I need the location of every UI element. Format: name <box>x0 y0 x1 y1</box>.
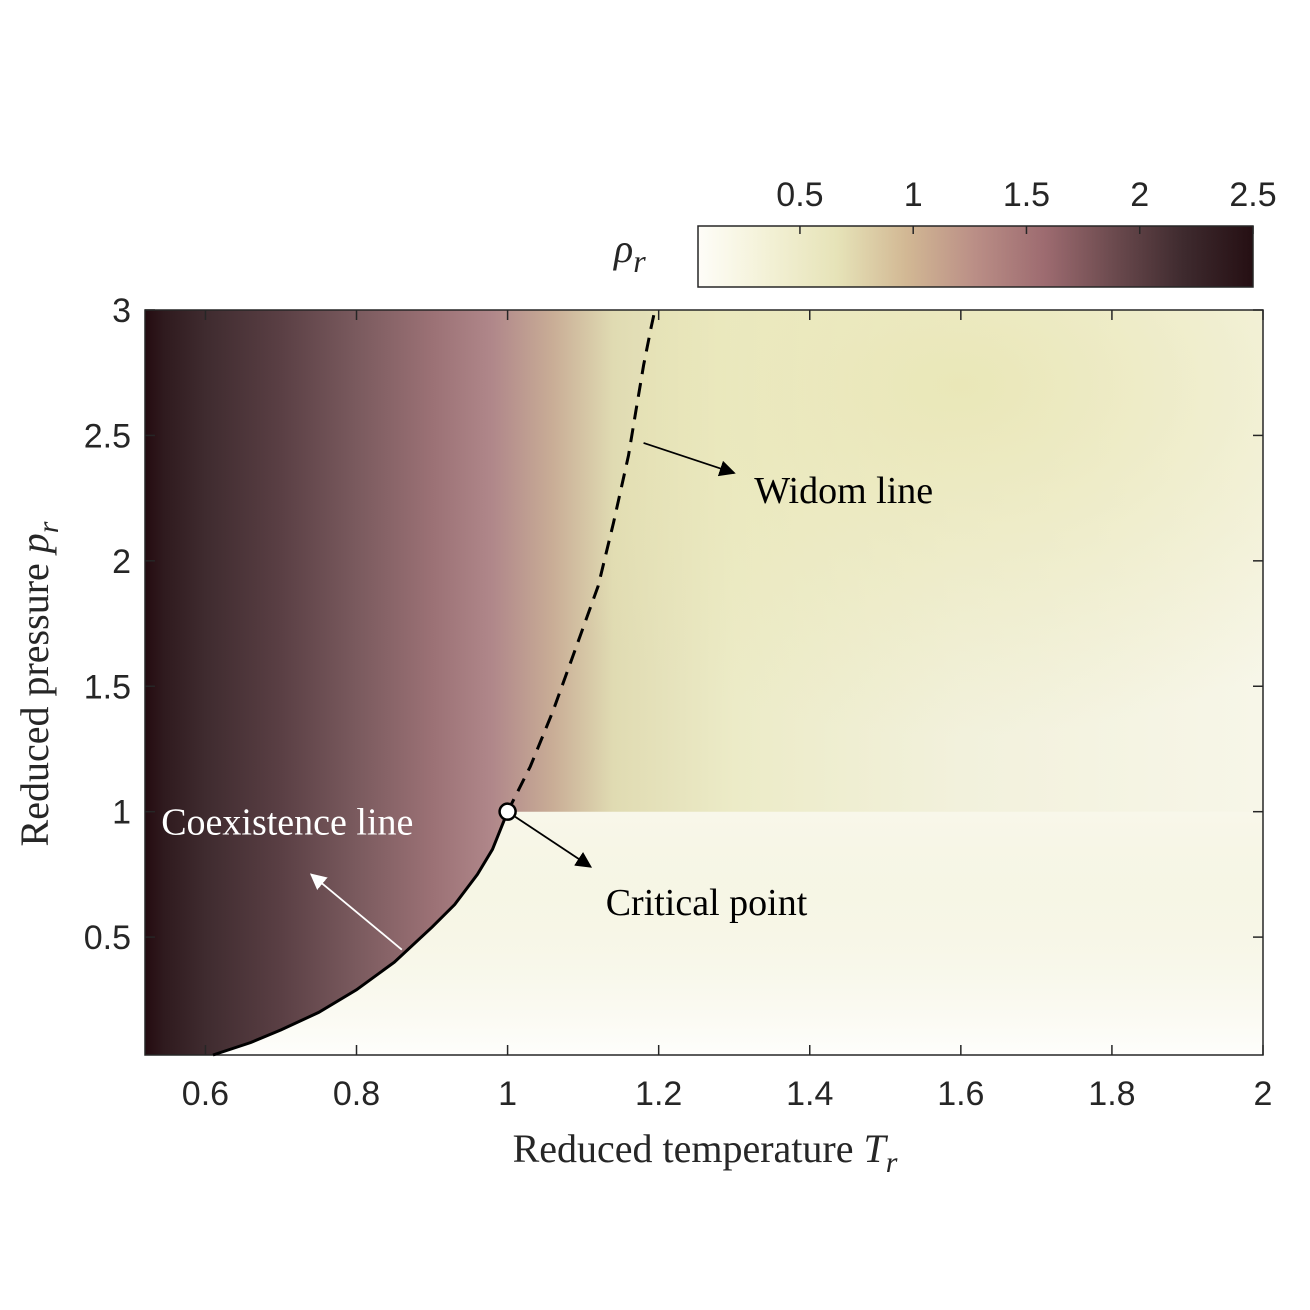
colorbar-tick-label: 0.5 <box>776 176 823 214</box>
y-tick-label: 3 <box>112 292 131 330</box>
annotation-label: Coexistence line <box>161 801 413 843</box>
colorbar-tick-label: 1 <box>904 176 923 214</box>
colorbar: 0.5 1 1.5 2 2.5 ρr <box>612 176 1277 288</box>
y-tick-label: 2 <box>112 543 131 581</box>
x-tick-label: 1.8 <box>1088 1075 1135 1113</box>
annotation-label: Widom line <box>754 470 933 512</box>
y-axis-label: Reduced pressure pr <box>12 521 65 846</box>
x-tick-label: 2 <box>1254 1075 1273 1113</box>
annotation-arrow <box>514 815 593 868</box>
y-tick-label: 2.5 <box>84 417 131 455</box>
x-tick-label: 0.8 <box>333 1075 380 1113</box>
supercritical-tint <box>507 310 1263 812</box>
plot-frame <box>144 309 1264 1056</box>
y-tick-label: 1.5 <box>84 668 131 706</box>
annotation-arrow <box>643 442 736 477</box>
x-tick-label: 0.6 <box>182 1075 229 1113</box>
x-tick-label: 1 <box>498 1075 517 1113</box>
plot-area: 0.6 0.8 1 1.2 1.4 1.6 1.8 2 0.5 1 1.5 2 2.5 3 Widom … <box>84 292 1273 1113</box>
x-tick-label: 1.4 <box>786 1075 833 1113</box>
x-tick-label: 1.6 <box>937 1075 984 1113</box>
y-tick-label: 0.5 <box>84 919 131 957</box>
x-tick-label: 1.2 <box>635 1075 682 1113</box>
x-axis-label: Reduced temperature Tr <box>513 1126 898 1179</box>
y-tick-label: 1 <box>112 794 131 832</box>
colorbar-rect <box>697 225 1254 288</box>
colorbar-label: ρr <box>612 226 646 279</box>
colorbar-tick-label: 1.5 <box>1003 176 1050 214</box>
colorbar-tick-label: 2 <box>1130 176 1149 214</box>
vapor-shade <box>212 811 1263 1055</box>
colorbar-ticks: 0.5 1 1.5 2 2.5 <box>776 176 1277 234</box>
y-axis-ticks: 0.5 1 1.5 2 2.5 3 <box>84 292 1263 957</box>
annotations: Widom line Critical point Coexistence line <box>161 442 933 951</box>
annotation-arrow <box>309 873 403 951</box>
annotation-label: Critical point <box>606 882 808 924</box>
critical-point-marker <box>498 802 517 821</box>
colorbar-tick-label: 2.5 <box>1229 176 1276 214</box>
x-axis-ticks: 0.6 0.8 1 1.2 1.4 1.6 1.8 2 <box>182 310 1273 1113</box>
coexistence-line <box>212 811 509 1057</box>
widom-line <box>506 309 657 813</box>
